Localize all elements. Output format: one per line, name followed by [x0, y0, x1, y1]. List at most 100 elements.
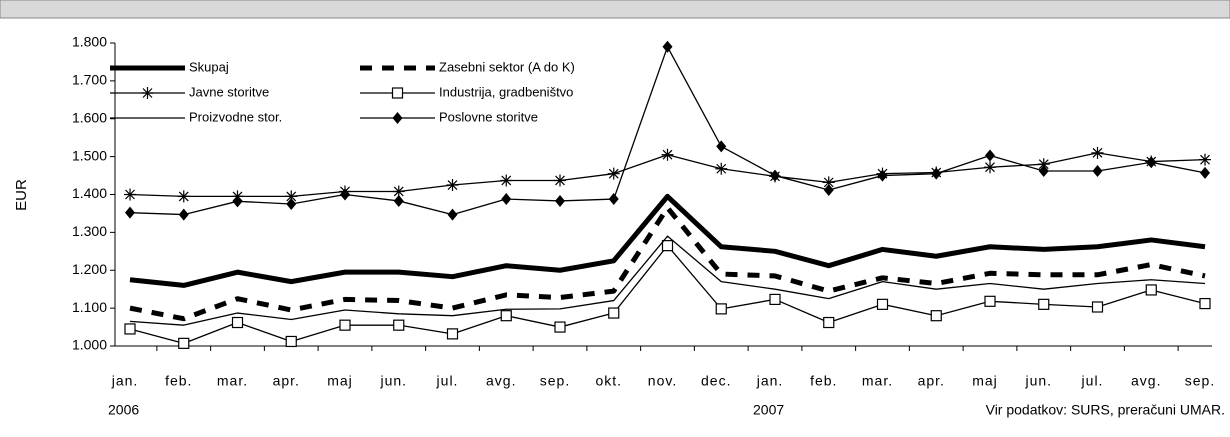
marker-star: [124, 188, 136, 201]
marker-star: [177, 190, 190, 203]
x-tick-label: okt.: [595, 373, 622, 389]
y-axis-label: EUR: [13, 179, 30, 211]
marker-diamond: [125, 206, 135, 219]
marker-star: [285, 190, 298, 203]
marker-star: [141, 87, 154, 99]
marker-star: [607, 167, 620, 180]
marker-star: [500, 174, 513, 187]
marker-square: [231, 316, 244, 329]
marker-diamond: [1038, 165, 1049, 178]
x-tick-label: mar.: [862, 373, 893, 389]
marker-square: [769, 293, 781, 306]
x-tick-label: sep.: [1185, 373, 1215, 389]
marker-square: [500, 310, 512, 322]
x-tick-label: jan.: [756, 373, 784, 389]
x-tick-label: nov.: [648, 373, 677, 389]
marker-square: [285, 335, 297, 348]
marker-star: [715, 162, 728, 175]
marker-star: [984, 161, 996, 174]
legend-item: Javne storitve: [110, 84, 269, 99]
marker-square: [124, 323, 136, 335]
marker-square: [1091, 301, 1104, 313]
marker-square: [339, 319, 351, 331]
marker-square: [1145, 284, 1157, 296]
marker-diamond: [286, 197, 297, 210]
legend-label: Proizvodne stor.: [189, 109, 282, 124]
marker-star: [392, 185, 405, 198]
source-note: Vir podatkov: SURS, preračuni UMAR.: [986, 402, 1225, 418]
year-label: 2007: [753, 402, 784, 418]
marker-square: [391, 87, 404, 99]
marker-diamond: [393, 194, 404, 207]
marker-diamond: [716, 140, 727, 153]
marker-diamond: [392, 112, 403, 124]
series-line: [129, 205, 1206, 322]
legend-item: Zasebni sektor (A do K): [360, 59, 575, 74]
marker-square: [715, 303, 727, 315]
legend-item: Proizvodne stor.: [110, 109, 282, 124]
x-tick-label: jun.: [1024, 373, 1052, 389]
x-tick-label: jun.: [379, 373, 407, 389]
marker-square: [1038, 298, 1050, 310]
x-tick-label: maj: [972, 373, 998, 389]
x-tick-label: avg.: [1131, 373, 1161, 389]
marker-diamond: [985, 149, 995, 162]
marker-square: [446, 328, 459, 340]
x-tick-label: maj: [327, 373, 353, 389]
marker-diamond: [931, 167, 942, 180]
x-tick-label: jul.: [436, 373, 459, 389]
marker-square: [393, 319, 405, 331]
marker-diamond: [232, 195, 243, 208]
marker-diamond: [447, 208, 458, 221]
marker-diamond: [178, 208, 189, 221]
marker-star: [554, 174, 566, 187]
marker-square: [930, 310, 942, 322]
y-tick-label: 1.000: [72, 337, 107, 353]
marker-diamond: [501, 193, 512, 206]
marker-diamond: [340, 188, 350, 201]
legend-item: Industrija, gradbeništvo: [360, 84, 573, 99]
y-tick-label: 1.700: [72, 72, 107, 88]
marker-square: [554, 321, 566, 333]
series-line: [129, 244, 1206, 344]
marker-square: [661, 240, 674, 252]
marker-star: [1091, 146, 1104, 159]
legend-label: Skupaj: [189, 59, 229, 74]
x-tick-label: jul.: [1081, 373, 1104, 389]
header-band: [0, 0, 1230, 19]
marker-diamond: [1146, 156, 1157, 169]
marker-square: [1199, 297, 1211, 310]
legend-label: Javne storitve: [189, 84, 269, 99]
x-tick-label: feb.: [810, 373, 837, 389]
marker-star: [822, 176, 835, 189]
marker-square: [984, 295, 996, 307]
y-tick-label: 1.800: [72, 34, 107, 50]
marker-star: [661, 148, 674, 161]
marker-star: [1037, 158, 1050, 171]
legend-label: Zasebni sektor (A do K): [439, 59, 575, 74]
marker-diamond: [662, 40, 673, 53]
year-label: 2006: [108, 402, 139, 418]
marker-star: [1199, 153, 1211, 166]
x-tick-label: apr.: [273, 373, 300, 389]
y-tick-label: 1.400: [72, 185, 107, 201]
marker-diamond: [608, 193, 619, 206]
marker-star: [446, 179, 459, 192]
marker-square: [608, 307, 620, 319]
x-tick-label: dec.: [701, 373, 731, 389]
marker-diamond: [555, 194, 565, 207]
marker-diamond: [1092, 165, 1103, 178]
y-tick-label: 1.100: [72, 299, 107, 315]
legend-item: Skupaj: [110, 59, 229, 74]
x-tick-label: sep.: [540, 373, 570, 389]
y-tick-label: 1.200: [72, 261, 107, 277]
x-tick-label: jan.: [111, 373, 139, 389]
legend-item: Poslovne storitve: [360, 109, 538, 124]
y-tick-label: 1.300: [72, 223, 107, 239]
x-tick-label: feb.: [165, 373, 192, 389]
series-line: [129, 46, 1206, 216]
legend-label: Poslovne storitve: [439, 109, 538, 124]
marker-square: [178, 337, 190, 349]
y-tick-label: 1.600: [72, 109, 107, 125]
y-tick-label: 1.500: [72, 147, 107, 163]
